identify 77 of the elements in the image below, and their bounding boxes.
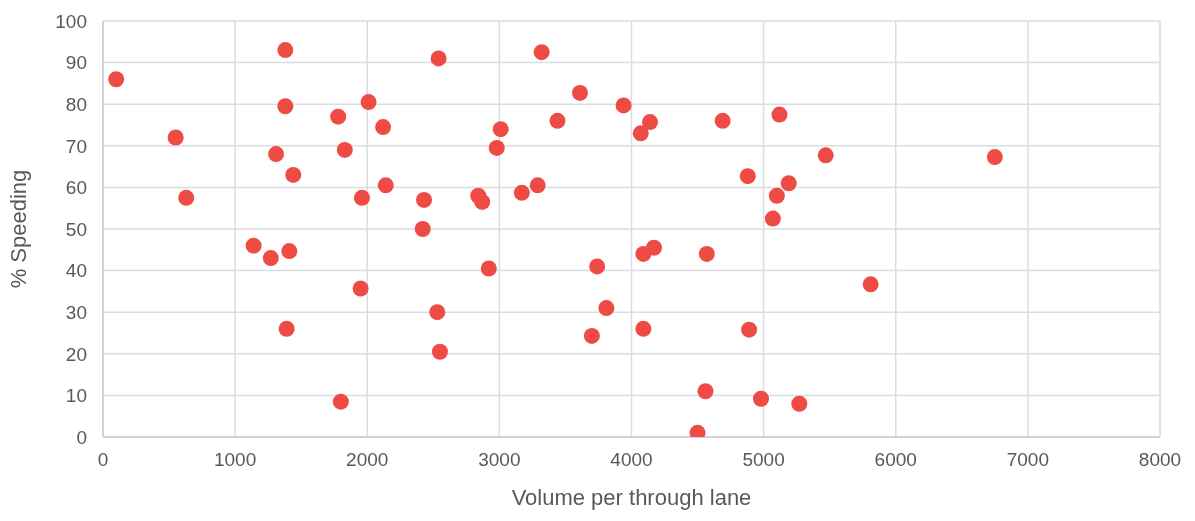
point [375, 119, 392, 136]
point [632, 125, 649, 142]
point [571, 84, 588, 101]
point [277, 98, 294, 115]
point [492, 121, 509, 138]
point [817, 147, 834, 164]
point [416, 191, 433, 208]
point [698, 245, 715, 262]
y-tick-label: 40 [65, 260, 87, 282]
point [598, 300, 615, 317]
x-tick-label: 6000 [874, 449, 917, 471]
point [752, 390, 769, 407]
point [791, 395, 808, 412]
y-tick-label: 60 [65, 177, 87, 199]
point [513, 184, 530, 201]
y-tick-label: 80 [65, 93, 87, 115]
x-tick-label: 1000 [213, 449, 257, 471]
point [549, 112, 566, 129]
y-tick-label: 0 [76, 426, 87, 448]
x-tick-label: 7000 [1006, 449, 1050, 471]
y-tick-label: 20 [65, 343, 87, 365]
point [615, 97, 632, 114]
point [281, 243, 298, 260]
y-tick-label: 10 [65, 385, 87, 407]
point [285, 166, 302, 183]
x-tick-label: 5000 [742, 449, 785, 471]
point [764, 210, 781, 227]
point [429, 304, 446, 321]
point [697, 383, 714, 400]
point [332, 393, 349, 410]
y-tick-label: 90 [65, 52, 87, 74]
y-tick-label: 30 [65, 301, 87, 323]
point [480, 260, 497, 277]
point [278, 320, 295, 337]
point [533, 44, 550, 61]
point [245, 237, 262, 254]
y-tick-label: 100 [55, 10, 87, 32]
point [768, 187, 785, 204]
point [108, 71, 125, 88]
point [262, 250, 279, 267]
y-tick-label: 50 [65, 218, 87, 240]
point [336, 141, 353, 158]
point [529, 177, 546, 194]
point [167, 129, 184, 146]
point [360, 94, 377, 111]
point [414, 221, 431, 237]
point [377, 177, 394, 194]
point [780, 175, 797, 192]
x-tick-label: 2000 [346, 449, 389, 471]
point [583, 327, 600, 344]
point [268, 146, 285, 163]
point [488, 139, 505, 156]
point [178, 189, 195, 206]
x-tick-label: 0 [97, 449, 109, 471]
point [771, 106, 788, 123]
point [645, 239, 662, 256]
x-axis-title: Volume per through lane [511, 485, 752, 510]
point [353, 189, 370, 206]
y-axis-title: % Speeding [5, 169, 31, 289]
y-tick-label: 70 [65, 135, 87, 157]
point [862, 276, 879, 293]
point [474, 193, 491, 210]
point [430, 50, 447, 67]
point [741, 321, 758, 338]
point [431, 343, 448, 360]
x-tick-label: 8000 [1138, 449, 1182, 471]
point [589, 258, 606, 275]
point [277, 42, 294, 59]
x-tick-label: 4000 [610, 449, 653, 471]
point [739, 168, 756, 185]
point [330, 108, 347, 125]
point [642, 114, 658, 131]
point [352, 280, 369, 297]
point [986, 149, 1003, 166]
point [714, 112, 731, 129]
x-tick-label: 3000 [478, 449, 521, 471]
point [635, 320, 652, 337]
